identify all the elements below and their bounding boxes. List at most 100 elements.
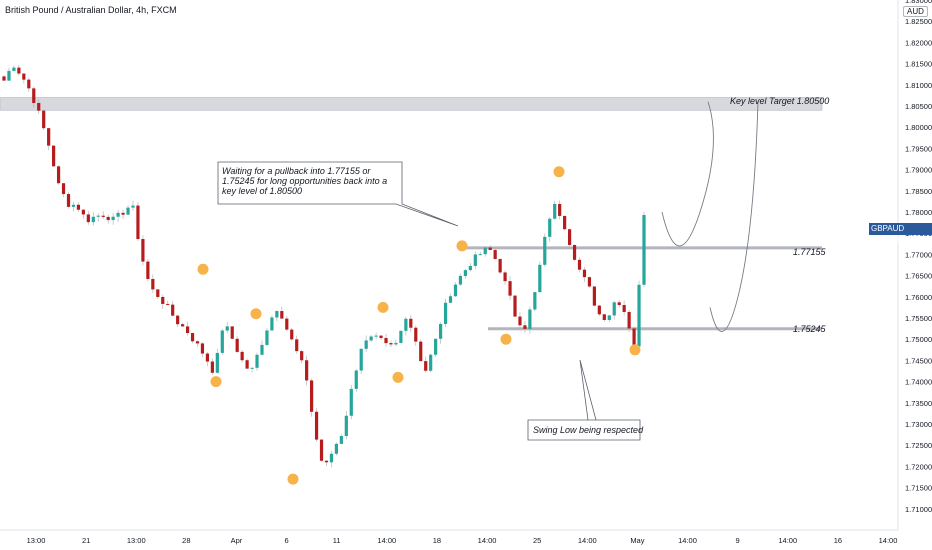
candle-body (448, 296, 453, 303)
candle-body (528, 309, 532, 329)
candle-body (558, 203, 562, 216)
candle-body (96, 215, 100, 217)
time-tick-label: May (630, 536, 644, 545)
candle-body (270, 317, 274, 331)
price-tick-label: 1.82500 (905, 17, 932, 26)
candle-body (17, 67, 21, 74)
candle-body (131, 205, 135, 208)
price-tick-label: 1.77000 (905, 250, 932, 259)
candle-body (414, 327, 418, 342)
candle-body (56, 166, 61, 184)
candle-body (453, 284, 458, 297)
candle-body (379, 335, 383, 338)
candle-body (354, 370, 358, 389)
candle-body (52, 145, 56, 167)
candle-body (458, 275, 463, 285)
price-tick-label: 1.80500 (905, 102, 932, 111)
symbol-label: GBPAUD (871, 224, 905, 233)
candle-body (42, 110, 46, 129)
pullback-annotation-text: Waiting for a pullback into 1.77155 or 1… (222, 166, 388, 196)
swing-annotation-text: Swing Low being respected (533, 425, 644, 435)
candle-body (2, 76, 6, 81)
price-tick-label: 1.73500 (905, 399, 932, 408)
time-tick-label: 14:00 (778, 536, 797, 545)
time-tick-label: 14:00 (678, 536, 697, 545)
candle-body (339, 435, 343, 444)
candle-body (255, 354, 259, 368)
time-tick-label: 18 (433, 536, 441, 545)
candle-body (280, 311, 284, 319)
time-tick-label: 14:00 (377, 536, 396, 545)
candle-body (617, 302, 621, 305)
annotation-callout[interactable] (217, 161, 459, 227)
swing-marker (392, 371, 404, 383)
candle-body (548, 218, 552, 237)
candle-body (324, 460, 329, 463)
key-level-zone[interactable] (0, 97, 823, 111)
price-axis[interactable]: 1.83000 1.82500 1.82000 1.81500 1.81000 1.805… (905, 0, 932, 514)
price-tick-label: 1.76000 (905, 293, 932, 302)
candle-body (116, 212, 120, 217)
candle-body (319, 439, 324, 461)
time-tick-label: Apr (231, 536, 243, 545)
price-tick-label: 1.81000 (905, 81, 932, 90)
time-axis[interactable]: 13:00 21 13:00 28 Apr 6 11 14:00 18 14:00 25 14:00 M… (27, 536, 898, 545)
candle-body (240, 351, 244, 361)
candle-body (597, 305, 601, 315)
candle-body (300, 351, 304, 361)
candle-body (424, 361, 428, 371)
price-tick-label: 1.78500 (905, 187, 932, 196)
time-tick-label: 13:00 (127, 536, 146, 545)
candle-body (443, 302, 448, 324)
candle-body (434, 338, 438, 355)
candle-body (404, 318, 408, 331)
last-price-tag[interactable]: GBPAUD 1.77931 (869, 223, 932, 245)
candle-body (577, 259, 582, 270)
candle-body (161, 296, 165, 304)
swing-marker (629, 344, 641, 356)
swing-marker (500, 333, 512, 345)
candle-body (176, 315, 180, 325)
candle-body (66, 194, 71, 207)
candle-body (518, 316, 522, 326)
time-tick-label: 28 (182, 536, 190, 545)
candle-body (567, 229, 572, 245)
candle-body (478, 254, 482, 256)
price-tick-label: 1.74500 (905, 356, 932, 365)
candle-body (314, 411, 319, 440)
candle-body (91, 216, 95, 223)
time-tick-label: 11 (333, 536, 341, 545)
candle-body (572, 244, 577, 260)
candle-body (22, 73, 26, 80)
candle-body (265, 330, 269, 345)
price-tick-label: 1.81500 (905, 60, 932, 69)
candle-body (215, 352, 219, 373)
time-tick-label: 25 (533, 536, 541, 545)
price-tick-label: 1.78000 (905, 208, 932, 217)
candle-body (136, 205, 140, 240)
time-tick-label: 13:00 (27, 536, 46, 545)
candle-body (503, 272, 507, 282)
candle-body (156, 289, 160, 297)
candle-body (290, 329, 294, 340)
candle-body (399, 330, 403, 343)
candle-body (146, 261, 150, 279)
price-tick-label: 1.73000 (905, 420, 932, 429)
currency-badge[interactable]: AUD (903, 6, 928, 17)
candle-body (627, 311, 631, 329)
price-tick-label: 1.76500 (905, 272, 932, 281)
chart-title: British Pound / Australian Dollar, 4h, F… (5, 5, 177, 15)
candle-body (245, 360, 249, 369)
candle-body (151, 278, 155, 290)
candle-body (538, 264, 542, 293)
candle-body (295, 339, 299, 352)
candle-body (533, 292, 537, 310)
candle-body (389, 343, 393, 345)
swing-callout[interactable] (527, 359, 641, 441)
candle-body (111, 216, 115, 221)
candle-body (260, 344, 264, 355)
candle-body (463, 270, 467, 276)
candle-body (185, 326, 190, 334)
time-tick-label: 21 (82, 536, 90, 545)
